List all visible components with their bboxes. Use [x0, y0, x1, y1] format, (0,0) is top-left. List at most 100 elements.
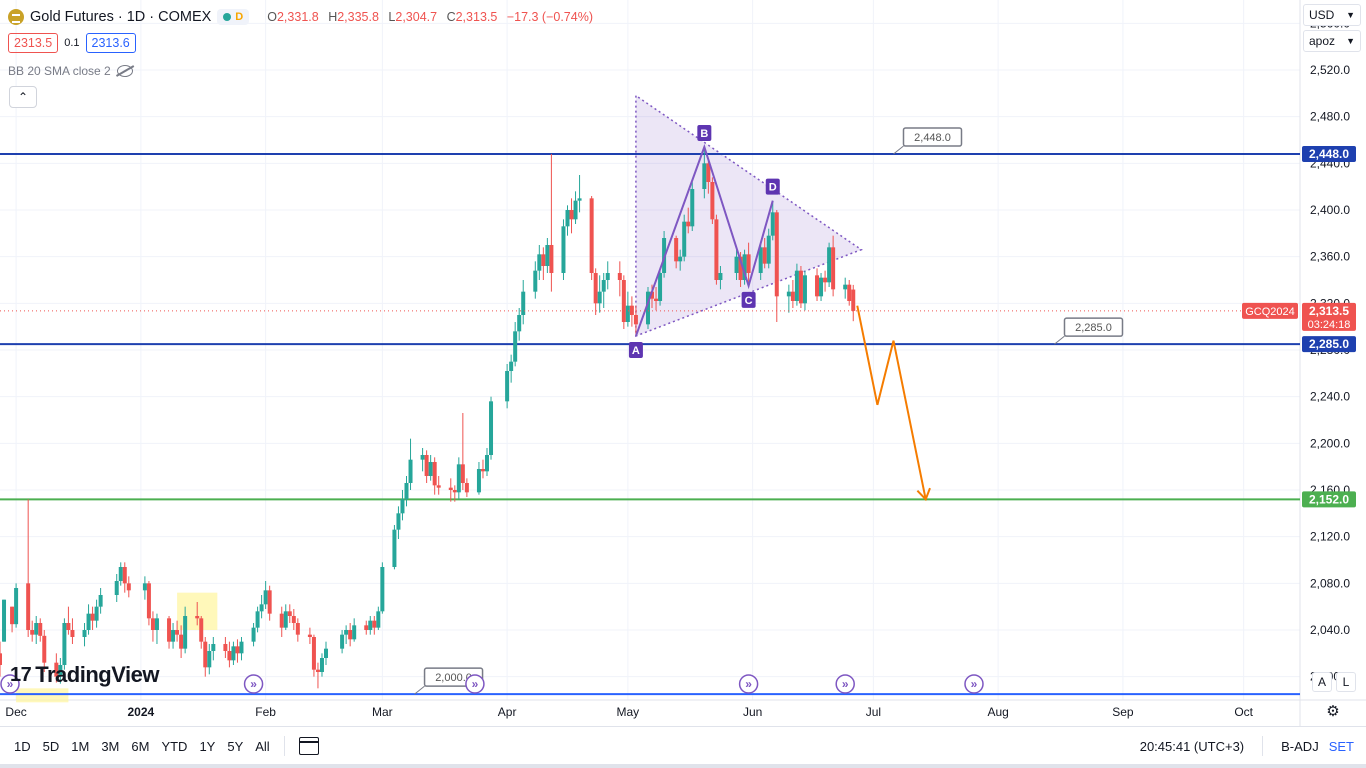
candle-body [26, 583, 31, 630]
highlight-box [16, 688, 69, 703]
spread-value: 0.1 [64, 37, 80, 49]
candle-body [645, 291, 650, 325]
event-marker-icon[interactable] [835, 674, 855, 694]
callout-label: 2,448.0 [914, 132, 951, 144]
candle-body [517, 315, 522, 332]
timeframe-1y[interactable]: 1Y [199, 738, 216, 754]
candle-body [235, 646, 240, 654]
timeframe-ytd[interactable]: YTD [161, 738, 188, 754]
pattern-point-label-box[interactable] [765, 178, 780, 195]
candle-body [94, 606, 99, 621]
adjustment-toggle[interactable]: B-ADJ [1281, 738, 1319, 754]
symbol-title[interactable]: Gold Futures · 1D · COMEX [30, 9, 212, 25]
candle-body [625, 305, 630, 322]
candle-body [424, 455, 429, 476]
candle-body [291, 616, 296, 623]
forecast-arrow-path[interactable] [856, 305, 927, 500]
candle-body [815, 275, 820, 297]
unit-select[interactable]: apoz ▼ [1303, 30, 1361, 52]
chevron-down-icon: ▼ [1346, 36, 1355, 46]
calendar-icon[interactable] [298, 737, 319, 755]
candle-body [742, 254, 747, 280]
timeframe-3m[interactable]: 3M [101, 738, 120, 754]
event-marker-icon[interactable] [0, 674, 20, 694]
pattern-point-label-box[interactable] [628, 342, 643, 358]
tv-wordmark: TradingView [35, 662, 159, 687]
candle-body [521, 291, 526, 315]
candle-body [364, 625, 369, 630]
symbol-tag: GCQ2024 [1245, 306, 1295, 318]
indicator-legend[interactable]: BB 20 SMA close 2 [8, 64, 133, 78]
candle-body [827, 247, 832, 283]
candle-body [66, 623, 71, 630]
chevron-up-icon: ⌃ [17, 90, 29, 104]
timeframe-all[interactable]: All [255, 738, 270, 754]
collapse-legend-button[interactable]: ⌃ [9, 86, 37, 108]
sell-button[interactable]: 2313.5 [8, 33, 59, 53]
market-status-badge[interactable]: D [217, 9, 250, 25]
pattern-point-label: B [700, 128, 708, 140]
pattern-point-label-box[interactable] [741, 291, 756, 308]
level-price-tag: 2,285.0 [1309, 337, 1349, 351]
event-marker-glyph: » [472, 677, 479, 691]
candles [0, 147, 856, 689]
callout-box[interactable] [1063, 317, 1124, 337]
candle-body [352, 625, 357, 640]
gear-icon[interactable]: ⚙ [1326, 703, 1340, 720]
candle-body [195, 616, 200, 619]
indicator-label[interactable]: BB 20 SMA close 2 [8, 64, 111, 78]
timeframe-5y[interactable]: 5Y [227, 738, 244, 754]
event-marker-icon[interactable] [243, 674, 264, 694]
hidden-eye-icon[interactable] [116, 65, 133, 77]
candle-body [658, 273, 663, 301]
x-tick-label: Jun [743, 705, 762, 719]
candle-body [629, 305, 634, 315]
candle-body [0, 653, 2, 665]
candle-body [90, 613, 95, 621]
candle-body [340, 634, 345, 649]
x-tick-label: Dec [5, 705, 26, 719]
session-toggle[interactable]: SET [1328, 738, 1354, 754]
candle-body [561, 226, 566, 273]
candle-body [167, 618, 172, 642]
last-price-tag: 2,313.5 [1309, 304, 1349, 318]
event-marker-icon[interactable] [738, 674, 759, 694]
callout-leader [414, 685, 425, 695]
candle-body [263, 590, 268, 605]
candle-body [505, 371, 510, 402]
candle-body [617, 273, 622, 280]
currency-select[interactable]: USD ▼ [1303, 4, 1361, 26]
candle-body [295, 623, 300, 635]
event-marker-icon[interactable] [964, 674, 984, 694]
event-marker-icon[interactable] [465, 674, 485, 694]
y-tick-label: 2,480.0 [1310, 110, 1350, 124]
candle-body [30, 630, 35, 635]
candle-body [118, 567, 123, 581]
candle-body [324, 648, 329, 658]
timeframe-6m[interactable]: 6M [131, 738, 150, 754]
timeframe-1d[interactable]: 1D [14, 738, 31, 754]
candle-body [710, 182, 715, 220]
change-readout: −17.3 (−0.74%) [506, 10, 593, 24]
buy-button[interactable]: 2313.6 [85, 33, 136, 53]
abcd-pattern-line[interactable] [634, 143, 774, 337]
callout-box[interactable] [902, 127, 963, 147]
candle-body [372, 620, 377, 628]
event-marker-glyph: » [971, 677, 978, 691]
candle-body [480, 469, 485, 472]
tv-mark: 17 [10, 663, 32, 686]
candle-body [452, 490, 457, 493]
clock-time[interactable]: 20:45:41 (UTC+3) [1139, 738, 1245, 754]
auto-scale-button[interactable]: A [1312, 672, 1332, 692]
pattern-point-label-box[interactable] [697, 125, 712, 141]
log-scale-button[interactable]: L [1336, 672, 1356, 692]
candle-body [686, 221, 691, 227]
price-chart[interactable]: 2,000.02,040.02,080.02,120.02,160.02,200… [0, 0, 1366, 726]
candle-body [179, 634, 184, 649]
candle-body [14, 588, 19, 625]
candle-body [621, 280, 626, 322]
forecast-arrow-head [916, 487, 931, 502]
timeframe-1m[interactable]: 1M [71, 738, 90, 754]
timeframe-5d[interactable]: 5D [42, 738, 60, 754]
candle-body [428, 462, 433, 476]
